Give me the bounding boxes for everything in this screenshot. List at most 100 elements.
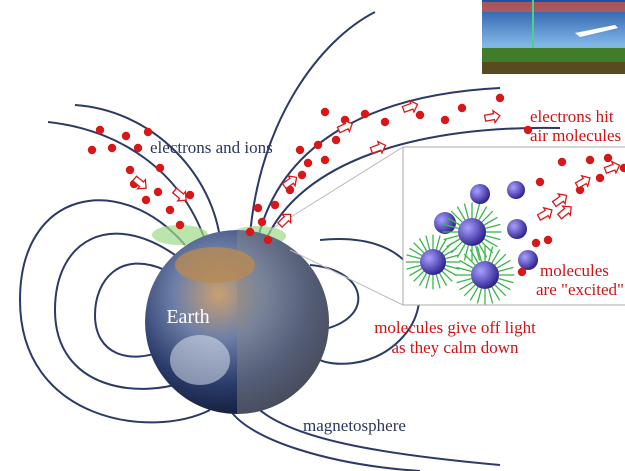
spike [491, 249, 501, 264]
spike [446, 216, 461, 226]
arrow [556, 205, 572, 220]
arrow [401, 99, 419, 114]
molecule [470, 184, 490, 204]
particle [175, 220, 185, 230]
particle [141, 195, 151, 205]
spike [487, 246, 494, 262]
particle [313, 140, 323, 150]
label: are "excited" [536, 280, 624, 299]
spike [456, 277, 472, 284]
label: electrons hit [530, 107, 614, 126]
spike [463, 284, 476, 297]
earth: Earth [145, 230, 329, 414]
particle [303, 158, 313, 168]
particle [603, 153, 613, 163]
particle [320, 107, 330, 117]
spike [441, 242, 453, 254]
spike [418, 238, 428, 252]
arrow [369, 140, 387, 155]
spike [474, 203, 481, 219]
spike [443, 267, 457, 277]
spike [413, 270, 425, 282]
particle [320, 155, 330, 165]
arrow [551, 193, 568, 208]
particle [595, 173, 605, 183]
particle [415, 110, 425, 120]
particle [535, 177, 545, 187]
particle [143, 127, 153, 137]
particle [270, 200, 280, 210]
arrow [171, 187, 187, 202]
spike [476, 246, 483, 262]
particle [440, 115, 450, 125]
spike [474, 245, 481, 261]
particle [155, 163, 165, 173]
molecule [420, 249, 446, 275]
spike [456, 266, 472, 273]
particle [619, 163, 625, 173]
particle [87, 145, 97, 155]
molecule [507, 181, 525, 199]
spike [443, 247, 457, 257]
arrow [536, 206, 553, 221]
spike [445, 264, 460, 270]
spike [469, 249, 479, 264]
spike [418, 272, 428, 286]
particle [257, 217, 267, 227]
spike [463, 203, 470, 219]
spike [406, 264, 421, 270]
arrow [277, 213, 292, 228]
spike [481, 210, 494, 223]
molecule [518, 250, 538, 270]
spike [425, 274, 431, 289]
particle [125, 165, 135, 175]
spike [485, 234, 501, 241]
spike [463, 245, 470, 261]
spike [443, 223, 459, 230]
spike [496, 259, 511, 269]
particle [121, 131, 131, 141]
spike [487, 288, 494, 304]
molecules [405, 181, 538, 305]
arrow [336, 119, 354, 134]
arrow [131, 175, 147, 190]
spike [498, 277, 514, 284]
label: as they calm down [392, 338, 519, 357]
particle [517, 267, 527, 277]
particle [543, 235, 553, 245]
spike [413, 242, 425, 254]
arrow [603, 160, 621, 175]
particle [107, 143, 117, 153]
particle [457, 103, 467, 113]
label: air molecules [530, 126, 621, 145]
particle [495, 93, 505, 103]
label: magnetosphere [303, 416, 406, 435]
particle [360, 109, 370, 119]
spike [435, 274, 441, 289]
spike [456, 206, 466, 221]
molecule [471, 261, 499, 289]
spike [483, 238, 498, 248]
spike [491, 286, 501, 301]
particle [331, 135, 341, 145]
particle [297, 170, 307, 180]
spike [463, 253, 476, 266]
spike [409, 267, 423, 277]
spike [494, 284, 507, 297]
particle [557, 157, 567, 167]
particle [95, 125, 105, 135]
particle [185, 190, 195, 200]
spike [459, 259, 474, 269]
particle [165, 205, 175, 215]
spike [438, 238, 448, 252]
particle [585, 155, 595, 165]
particle [380, 117, 390, 127]
particle [153, 187, 163, 197]
label: electrons and ions [150, 138, 273, 157]
arrow [574, 174, 591, 189]
spike [469, 286, 479, 301]
spike [496, 281, 511, 291]
particle [253, 203, 263, 213]
spike [445, 254, 460, 260]
particle [263, 235, 273, 245]
